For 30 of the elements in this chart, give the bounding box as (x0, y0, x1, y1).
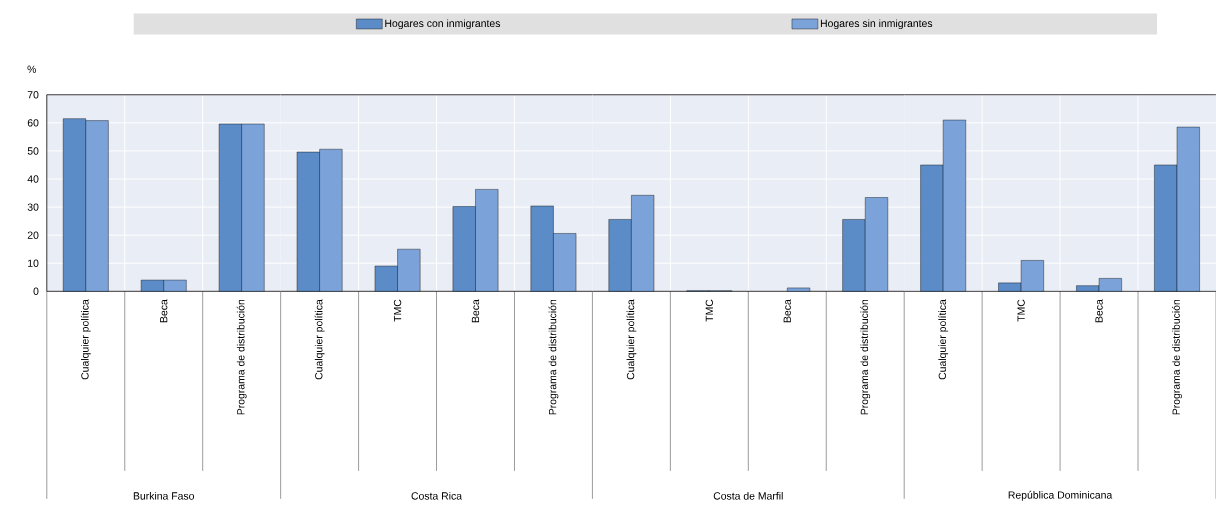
x-tick-label: Beca (471, 299, 480, 323)
x-tick-label: Beca (1095, 299, 1103, 323)
legend-label: Hogares sin inmigrantes (820, 19, 933, 30)
x-axis-title: República Dominicana (1008, 490, 1113, 501)
legend-label: Hogares con inmigrantes (385, 19, 501, 30)
y-tick-label: 40 (27, 175, 39, 183)
x-tick-label: TMC (705, 299, 714, 322)
x-tick-label: TMC (393, 299, 402, 322)
x-axis-title: Costa de Marfil (713, 492, 783, 500)
y-tick-label: 60 (27, 119, 39, 127)
x-tick-label: Programa de distribución (860, 300, 871, 415)
x-tick-label: TMC (1017, 299, 1025, 322)
y-tick-label: 30 (27, 203, 39, 211)
x-tick-label: Beca (783, 299, 791, 323)
x-tick-label: Programa de distribución (1172, 300, 1182, 415)
x-tick-label: Cualquier política (938, 299, 949, 380)
y-tick-label: 10 (28, 259, 39, 268)
x-tick-label: Programa de distribución (548, 300, 559, 415)
x-tick-label: Cualquier política (314, 299, 325, 380)
x-axis-title: Costa Rica (411, 492, 463, 500)
x-tick-label: Programa de distribución (236, 300, 247, 415)
x-tick-label: Cualquier política (626, 299, 637, 380)
y-tick-label: 50 (27, 147, 39, 155)
y-axis-title: % (27, 65, 36, 73)
y-tick-label: 20 (27, 231, 39, 239)
x-tick-label: Cualquier política (80, 299, 91, 380)
x-axis-title: Burkina Faso (133, 492, 195, 500)
y-tick-label: 70 (27, 91, 39, 99)
y-tick-label: 0 (33, 287, 39, 296)
x-tick-label: Beca (160, 299, 168, 323)
